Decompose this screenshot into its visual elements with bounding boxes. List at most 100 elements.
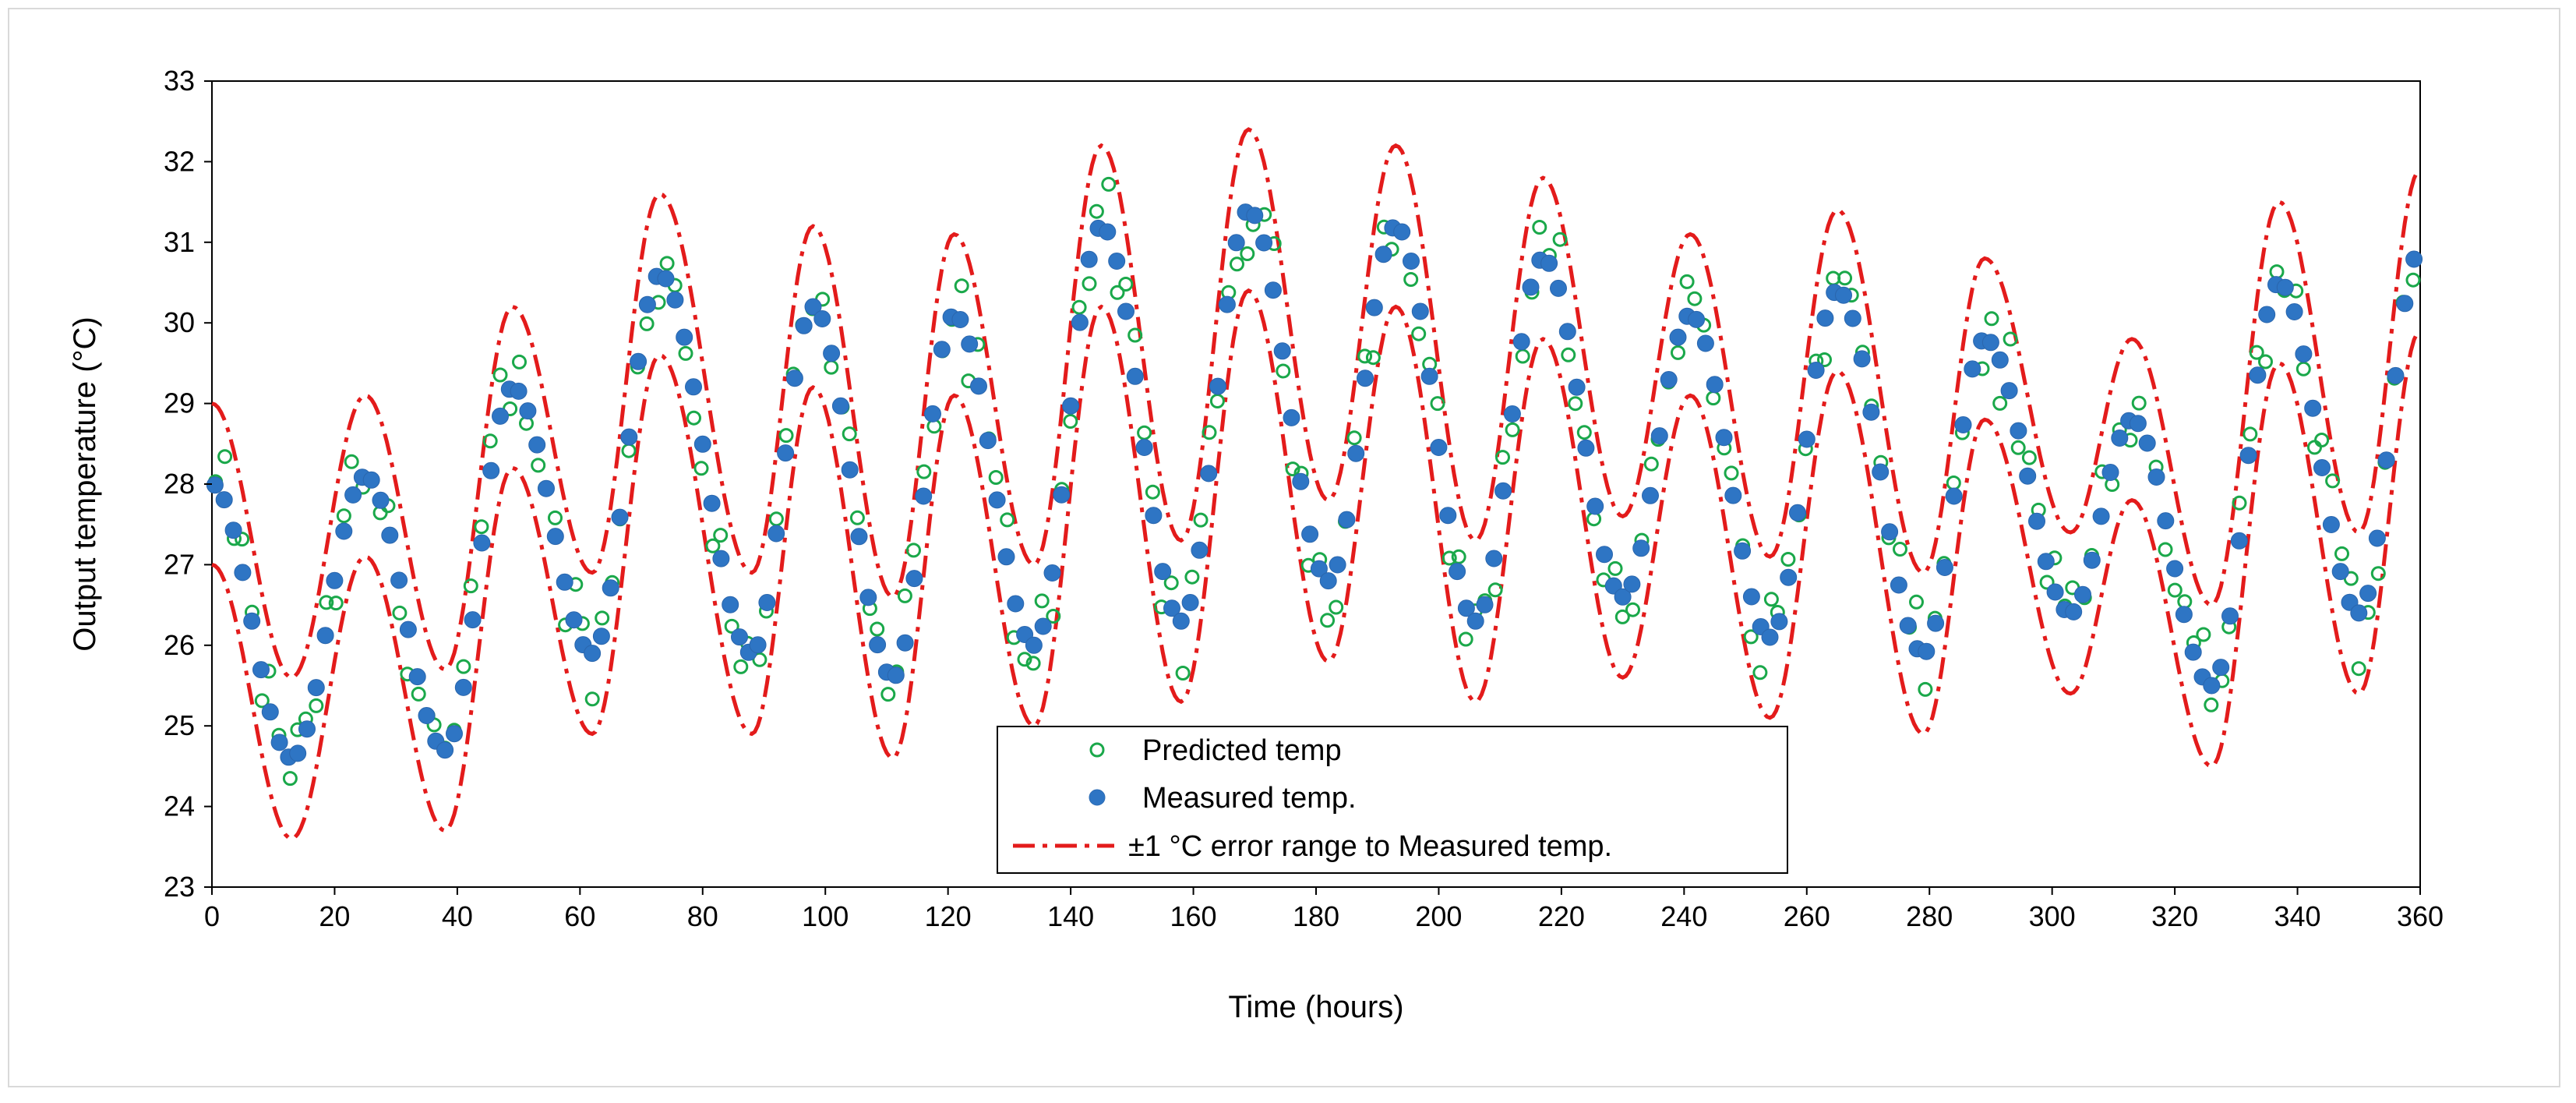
predicted-point bbox=[595, 610, 610, 626]
measured-point bbox=[1936, 559, 1953, 576]
measured-point bbox=[768, 525, 785, 543]
predicted-point bbox=[752, 652, 768, 667]
predicted-point bbox=[235, 532, 250, 547]
predicted-point bbox=[1034, 593, 1050, 609]
measured-point bbox=[538, 479, 555, 497]
measured-point bbox=[1945, 487, 1963, 505]
measured-point bbox=[224, 521, 242, 539]
y-tick-label: 23 bbox=[164, 871, 195, 903]
predicted-point bbox=[1724, 465, 1739, 481]
measured-point bbox=[630, 352, 648, 370]
measured-point bbox=[1742, 588, 1760, 606]
predicted-point bbox=[2295, 361, 2311, 377]
predicted-point bbox=[693, 461, 709, 476]
measured-point bbox=[1706, 376, 1724, 394]
measured-point bbox=[1338, 511, 1356, 529]
predicted-point bbox=[1607, 560, 1623, 576]
measured-point bbox=[1209, 377, 1226, 395]
predicted-point bbox=[2232, 495, 2247, 511]
measured-point bbox=[436, 741, 454, 759]
predicted-point bbox=[842, 426, 857, 442]
measured-point bbox=[1043, 564, 1061, 582]
y-tick-label: 29 bbox=[164, 387, 195, 419]
measured-point bbox=[1623, 575, 1641, 593]
measured-point bbox=[1614, 588, 1632, 606]
x-tick-label: 220 bbox=[1538, 900, 1585, 932]
measured-point bbox=[1540, 254, 1558, 272]
x-tick-label: 60 bbox=[564, 900, 595, 932]
measured-point bbox=[785, 369, 803, 387]
predicted-point bbox=[1532, 220, 1547, 235]
measured-point bbox=[1780, 568, 1798, 586]
measured-point bbox=[2111, 430, 2129, 447]
measured-point bbox=[1172, 612, 1190, 630]
measured-point bbox=[1688, 310, 1706, 328]
measured-point bbox=[1449, 563, 1466, 581]
legend-predicted-marker bbox=[1089, 742, 1105, 758]
predicted-point bbox=[217, 449, 233, 465]
measured-point bbox=[316, 627, 334, 645]
measured-point bbox=[1062, 397, 1080, 415]
predicted-point bbox=[1763, 592, 1779, 607]
measured-point bbox=[1918, 642, 1936, 660]
predicted-point bbox=[1145, 484, 1160, 500]
measured-point bbox=[1007, 595, 1025, 613]
predicted-point bbox=[1780, 552, 1796, 567]
measured-point bbox=[1899, 617, 1917, 635]
predicted-point bbox=[2249, 345, 2264, 360]
measured-point bbox=[1862, 403, 1880, 421]
measured-point bbox=[804, 298, 822, 316]
measured-point bbox=[528, 436, 546, 454]
predicted-point bbox=[954, 278, 969, 294]
measured-point bbox=[289, 744, 307, 762]
x-tick-label: 20 bbox=[319, 900, 350, 932]
measured-point bbox=[2074, 585, 2091, 603]
measured-point bbox=[2295, 345, 2313, 363]
x-tick-label: 100 bbox=[802, 900, 849, 932]
legend-box bbox=[997, 726, 1788, 874]
measured-point bbox=[2230, 532, 2248, 550]
predicted-point bbox=[724, 618, 739, 634]
measured-point bbox=[1218, 295, 1236, 313]
measured-point bbox=[1494, 482, 1512, 500]
measured-point bbox=[1080, 250, 1098, 268]
measured-point bbox=[896, 634, 914, 652]
measured-point bbox=[933, 341, 951, 359]
measured-point bbox=[1292, 472, 1310, 490]
measured-point bbox=[510, 382, 528, 400]
predicted-point bbox=[1817, 352, 1832, 367]
predicted-point bbox=[309, 698, 324, 713]
measured-point bbox=[951, 311, 969, 328]
measured-point bbox=[592, 628, 610, 645]
measured-point bbox=[252, 661, 270, 679]
predicted-point bbox=[2204, 697, 2219, 712]
predicted-point bbox=[254, 693, 270, 709]
predicted-point bbox=[474, 519, 489, 535]
measured-point bbox=[1927, 614, 1945, 632]
measured-point bbox=[1669, 328, 1687, 346]
predicted-point bbox=[2325, 473, 2341, 489]
measured-point bbox=[1145, 507, 1163, 525]
measured-point bbox=[1604, 577, 1622, 595]
predicted-point bbox=[1089, 203, 1104, 219]
measured-point bbox=[1246, 207, 1264, 224]
x-tick-label: 300 bbox=[2029, 900, 2076, 932]
measured-point bbox=[2359, 585, 2377, 603]
predicted-point bbox=[1175, 666, 1191, 681]
measured-point bbox=[2249, 366, 2267, 384]
predicted-point bbox=[1984, 311, 1999, 327]
y-tick-label: 27 bbox=[164, 548, 195, 580]
measured-point bbox=[584, 645, 602, 663]
predicted-point bbox=[659, 256, 675, 271]
measured-point bbox=[2221, 607, 2239, 625]
measured-point bbox=[492, 407, 509, 425]
y-axis-title: Output temperature (°C) bbox=[68, 316, 102, 652]
measured-point bbox=[1734, 542, 1752, 560]
x-tick-label: 40 bbox=[442, 900, 473, 932]
measured-point bbox=[2147, 468, 2165, 486]
predicted-point bbox=[1403, 272, 1419, 287]
predicted-point bbox=[1346, 430, 1362, 446]
measured-point bbox=[961, 335, 979, 353]
y-tick-label: 33 bbox=[164, 65, 195, 97]
measured-point bbox=[2101, 464, 2119, 481]
